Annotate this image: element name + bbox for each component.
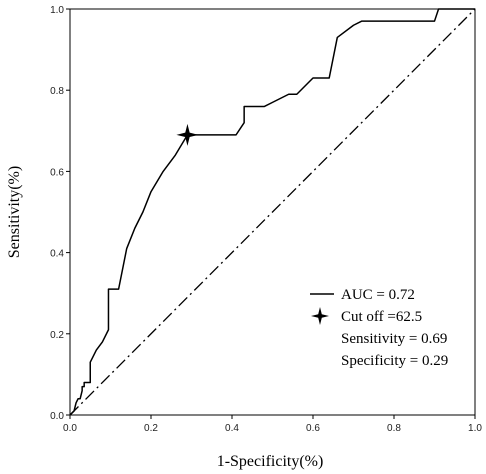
y-tick-label: 1.0 [50,5,64,16]
y-axis-title: Sensitivity(%) [6,166,23,258]
y-tick-label: 0.8 [50,86,64,97]
y-axis-ticks: 0.0 0.2 0.4 0.6 0.8 1.0 [50,5,70,422]
legend-entry-label: Cut off =62.5 [341,309,422,325]
x-tick-label: 1.0 [468,423,482,434]
x-tick-label: 0.4 [225,423,239,434]
x-tick-label: 0.0 [63,423,77,434]
legend-entry-label: Specificity = 0.29 [341,353,448,369]
cutoff-star-marker [176,123,199,146]
reference-diagonal-line [69,8,476,416]
x-tick-label: 0.2 [144,423,158,434]
x-axis-ticks: 0.0 0.2 0.4 0.6 0.8 1.0 [63,415,482,434]
legend: AUC = 0.72 Cut off =62.5 Sensitivity = 0.6… [310,287,448,369]
legend-entry-label: AUC = 0.72 [341,287,415,303]
legend-entry-label: Sensitivity = 0.69 [341,331,447,347]
y-tick-label: 0.6 [50,167,64,178]
roc-curve-line [69,8,475,416]
x-tick-label: 0.8 [387,423,401,434]
legend-star-swatch [311,307,329,325]
y-tick-label: 0.2 [50,330,64,341]
plot-area [69,8,476,416]
plot-frame [69,8,476,416]
y-tick-label: 0.0 [50,411,64,422]
y-tick-label: 0.4 [50,249,64,260]
x-tick-label: 0.6 [306,423,320,434]
x-axis-title: 1-Specificity(%) [217,453,324,470]
